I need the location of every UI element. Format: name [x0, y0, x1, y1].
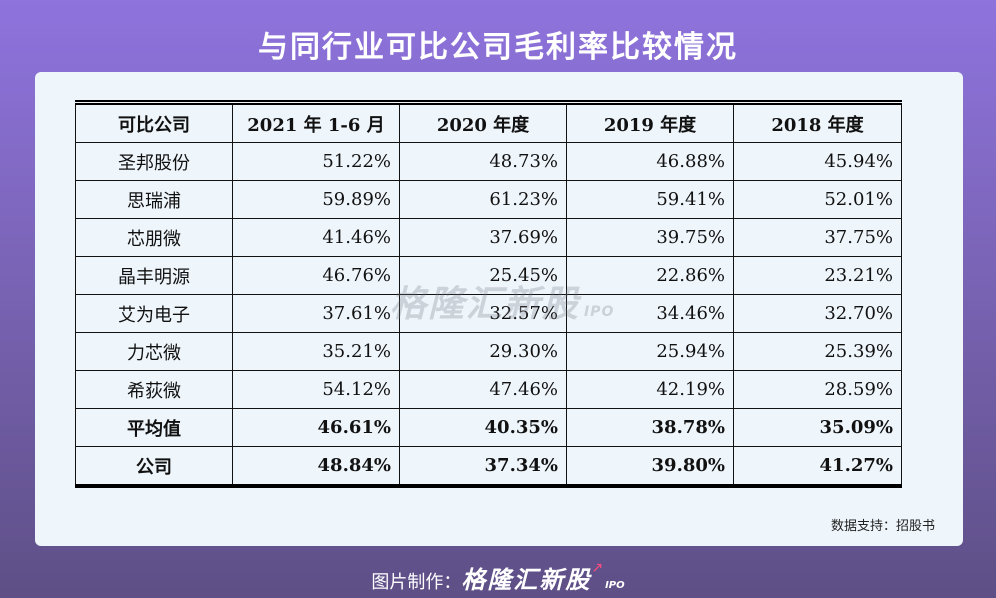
cell-value: 25.39%: [733, 332, 902, 371]
table-row: 思瑞浦 59.89% 61.23% 59.41% 52.01%: [75, 180, 902, 219]
cell-company: 公司: [75, 446, 233, 488]
footer-label: 图片制作：: [371, 572, 462, 593]
header-2018: 2018 年度: [733, 102, 902, 143]
cell-value: 41.27%: [733, 446, 902, 488]
header-2019: 2019 年度: [566, 102, 734, 143]
page-title: 与同行业可比公司毛利率比较情况: [258, 30, 738, 65]
table-row-company: 公司 48.84% 37.34% 39.80% 41.27%: [75, 446, 902, 488]
table-row-average: 平均值 46.61% 40.35% 38.78% 35.09%: [75, 408, 902, 447]
table-wrapper: 可比公司 2021 年 1-6 月 2020 年度 2019 年度 2018 年…: [75, 100, 902, 488]
cell-value: 48.84%: [232, 446, 400, 488]
cell-value: 32.70%: [733, 294, 902, 333]
cell-value: 42.19%: [566, 370, 734, 409]
header-company: 可比公司: [75, 102, 233, 143]
table-row: 艾为电子 37.61% 32.57% 34.46% 32.70%: [75, 294, 902, 333]
table-row: 晶丰明源 46.76% 25.45% 22.86% 23.21%: [75, 256, 902, 295]
cell-value: 37.34%: [399, 446, 567, 488]
cell-value: 51.22%: [232, 142, 400, 181]
cell-value: 29.30%: [399, 332, 567, 371]
cell-company: 艾为电子: [75, 294, 233, 333]
cell-value: 46.76%: [232, 256, 400, 295]
cell-value: 25.45%: [399, 256, 567, 295]
cell-value: 48.73%: [399, 142, 567, 181]
cell-company: 力芯微: [75, 332, 233, 371]
cell-value: 38.78%: [566, 408, 734, 447]
trend-arrow-icon: ↗: [591, 560, 604, 576]
cell-value: 40.35%: [399, 408, 567, 447]
header-2021h1: 2021 年 1-6 月: [232, 102, 400, 143]
table-header-row: 可比公司 2021 年 1-6 月 2020 年度 2019 年度 2018 年…: [75, 102, 902, 143]
cell-company: 思瑞浦: [75, 180, 233, 219]
cell-value: 35.09%: [733, 408, 902, 447]
cell-value: 46.88%: [566, 142, 734, 181]
cell-company: 圣邦股份: [75, 142, 233, 181]
source-note: 数据支持：招股书: [830, 519, 935, 534]
footer-ipo: IPO: [605, 580, 625, 591]
cell-value: 52.01%: [733, 180, 902, 219]
cell-company: 希荻微: [75, 370, 233, 409]
cell-company: 平均值: [75, 408, 233, 447]
cell-value: 59.41%: [566, 180, 734, 219]
cell-value: 32.57%: [399, 294, 567, 333]
cell-value: 47.46%: [399, 370, 567, 409]
cell-value: 37.75%: [733, 218, 902, 257]
cell-company: 芯朋微: [75, 218, 233, 257]
cell-value: 39.80%: [566, 446, 734, 488]
cell-value: 23.21%: [733, 256, 902, 295]
footer-brand: 格隆汇新股: [461, 566, 592, 594]
table-row: 力芯微 35.21% 29.30% 25.94% 25.39%: [75, 332, 902, 371]
cell-value: 59.89%: [232, 180, 400, 219]
table-row: 圣邦股份 51.22% 48.73% 46.88% 45.94%: [75, 142, 902, 181]
cell-value: 61.23%: [399, 180, 567, 219]
cell-value: 45.94%: [733, 142, 902, 181]
cell-company: 晶丰明源: [75, 256, 233, 295]
cell-value: 34.46%: [566, 294, 734, 333]
cell-value: 46.61%: [232, 408, 400, 447]
cell-value: 37.69%: [399, 218, 567, 257]
cell-value: 37.61%: [232, 294, 400, 333]
cell-value: 41.46%: [232, 218, 400, 257]
cell-value: 54.12%: [232, 370, 400, 409]
table-row: 芯朋微 41.46% 37.69% 39.75% 37.75%: [75, 218, 902, 257]
cell-value: 39.75%: [566, 218, 734, 257]
table-card: 可比公司 2021 年 1-6 月 2020 年度 2019 年度 2018 年…: [35, 72, 963, 546]
cell-value: 28.59%: [733, 370, 902, 409]
cell-value: 25.94%: [566, 332, 734, 371]
footer-credit: 图片制作：格隆汇新股↗IPO: [0, 560, 996, 595]
cell-value: 22.86%: [566, 256, 734, 295]
cell-value: 35.21%: [232, 332, 400, 371]
header-2020: 2020 年度: [399, 102, 567, 143]
table-row: 希荻微 54.12% 47.46% 42.19% 28.59%: [75, 370, 902, 409]
gross-margin-table: 可比公司 2021 年 1-6 月 2020 年度 2019 年度 2018 年…: [75, 100, 902, 488]
